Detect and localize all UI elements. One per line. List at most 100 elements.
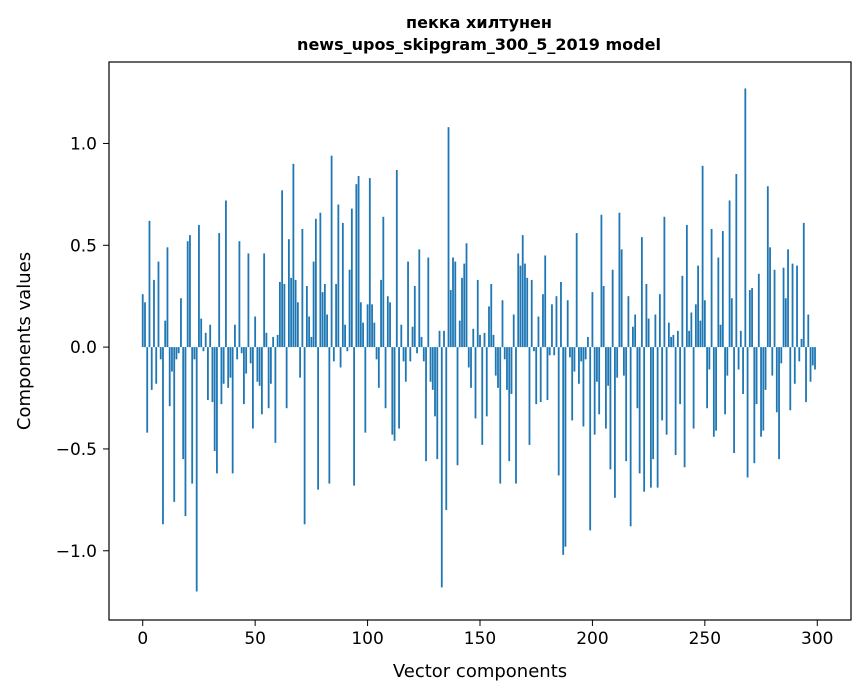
bar <box>632 326 634 348</box>
bar <box>159 347 162 360</box>
bar <box>269 347 272 384</box>
bar <box>371 304 373 348</box>
bar <box>247 253 250 348</box>
bar <box>782 267 785 348</box>
bar <box>341 222 344 348</box>
bar <box>249 347 252 364</box>
bar <box>571 347 574 421</box>
bar <box>157 261 160 348</box>
bar <box>674 347 677 456</box>
bar <box>413 286 416 348</box>
bar <box>694 304 697 348</box>
bar <box>544 255 547 348</box>
bar <box>811 347 814 366</box>
bar <box>596 347 598 382</box>
bar <box>452 257 454 348</box>
bar <box>676 330 679 348</box>
bar <box>773 269 776 348</box>
bar <box>548 347 551 356</box>
bar <box>274 347 277 443</box>
bar <box>798 347 801 362</box>
bar <box>546 347 549 401</box>
bar <box>712 347 715 437</box>
bar <box>393 347 396 441</box>
bar <box>485 347 488 417</box>
bar <box>483 332 486 348</box>
bar <box>553 347 556 356</box>
bar <box>263 253 266 348</box>
bar <box>438 330 441 348</box>
bar <box>245 347 248 374</box>
bar <box>744 88 747 348</box>
bar <box>301 228 304 348</box>
bar <box>746 347 749 478</box>
bar <box>175 347 178 360</box>
bar <box>238 241 241 348</box>
x-tick-label: 100 <box>351 629 383 649</box>
bar <box>708 347 711 370</box>
bar <box>319 212 322 348</box>
bar <box>658 294 661 348</box>
bar <box>144 302 146 348</box>
bar <box>780 347 783 364</box>
bar <box>661 347 664 421</box>
bar <box>524 263 526 348</box>
bar <box>198 224 200 348</box>
chart-subtitle: news_upos_skipgram_300_5_2019 model <box>297 35 661 54</box>
bar <box>688 330 691 348</box>
bar <box>656 347 659 488</box>
bar <box>418 249 421 348</box>
bar <box>629 347 632 527</box>
bar <box>440 347 443 588</box>
bar <box>503 347 506 360</box>
bar <box>600 214 603 348</box>
x-tick-label: 250 <box>689 629 721 649</box>
bar <box>814 347 816 370</box>
bar <box>364 347 367 433</box>
bar <box>735 174 738 348</box>
bar <box>697 265 699 348</box>
bar <box>481 347 484 445</box>
bar <box>461 277 463 348</box>
bar <box>537 316 540 348</box>
bar <box>551 304 553 348</box>
bar <box>328 347 331 484</box>
bar <box>303 347 306 525</box>
bar <box>281 190 284 348</box>
bar <box>726 347 729 376</box>
bar <box>346 347 349 352</box>
bar <box>778 347 780 460</box>
bar <box>562 347 565 555</box>
bar <box>755 347 758 405</box>
bar <box>243 347 245 405</box>
bar <box>443 330 445 348</box>
y-tick-label: 0.5 <box>70 236 97 256</box>
bar <box>692 347 695 429</box>
bar <box>472 328 475 348</box>
bar <box>733 347 735 454</box>
bar <box>663 216 666 348</box>
bar <box>261 347 263 415</box>
bar <box>618 212 621 348</box>
bar <box>717 257 720 348</box>
bar <box>764 347 767 390</box>
bar <box>634 314 637 348</box>
bar <box>429 347 432 382</box>
bar <box>357 176 360 348</box>
bar <box>389 302 391 348</box>
y-tick-label: 0.0 <box>70 338 97 358</box>
bar <box>706 347 708 409</box>
y-tick-label: −0.5 <box>56 440 97 460</box>
bar <box>240 347 243 354</box>
bar <box>267 347 270 409</box>
bar <box>420 336 423 348</box>
x-tick-label: 50 <box>244 629 266 649</box>
bar <box>605 347 607 429</box>
bar <box>222 347 225 384</box>
bar <box>587 336 589 348</box>
bar <box>204 332 207 348</box>
bar <box>366 304 369 348</box>
bar <box>344 324 346 348</box>
bar <box>703 300 706 348</box>
